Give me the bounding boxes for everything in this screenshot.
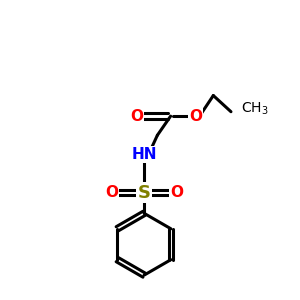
Text: O: O	[170, 185, 183, 200]
Text: O: O	[189, 109, 202, 124]
Text: S: S	[138, 184, 151, 202]
Text: O: O	[105, 185, 118, 200]
Text: O: O	[130, 109, 143, 124]
Text: CH$_3$: CH$_3$	[241, 100, 269, 117]
Text: HN: HN	[131, 147, 157, 162]
